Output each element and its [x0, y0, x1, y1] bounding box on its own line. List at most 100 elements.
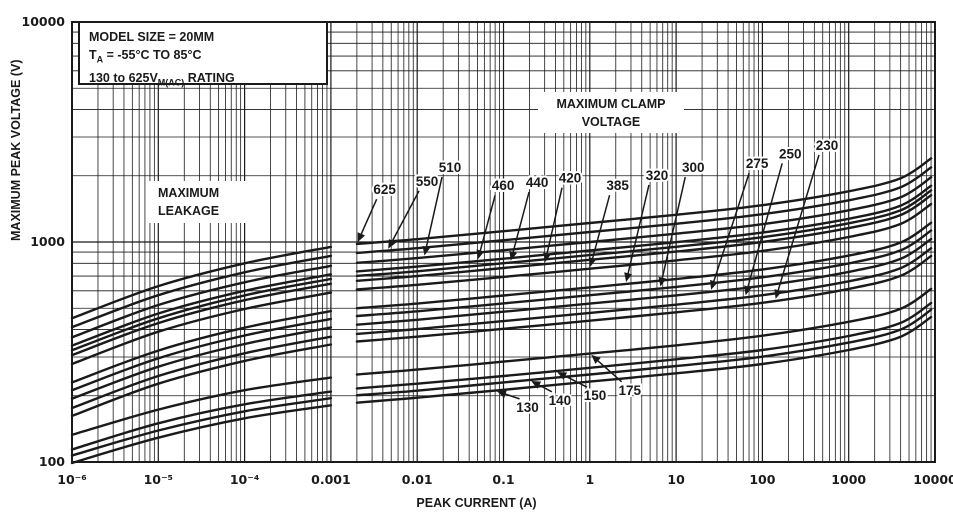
curve-leakage-130: [70, 404, 333, 465]
curve-clamp-440: [355, 189, 933, 278]
y-tick-label: 1000: [30, 234, 65, 249]
y-tick-label: 10000: [22, 14, 66, 29]
curve-leakage-510: [70, 264, 333, 339]
curve-label-460: 460: [492, 178, 515, 193]
info-line-model: MODEL SIZE = 20MM: [89, 30, 215, 44]
curve-leakage-140: [70, 397, 333, 457]
curve-label-230: 230: [816, 138, 839, 153]
curve-label-arrowhead-510: [422, 245, 431, 256]
curve-label-385: 385: [606, 178, 629, 193]
curve-leakage-460: [70, 273, 333, 347]
clamp-region-label: MAXIMUM CLAMP VOLTAGE: [538, 92, 684, 133]
curve-label-510: 510: [439, 160, 462, 175]
curve-label-arrowhead-175: [591, 354, 601, 364]
curve-label-arrowhead-320: [624, 272, 632, 282]
x-tick-label: 10⁻⁵: [144, 472, 173, 487]
curve-label-arrow-550: [390, 190, 420, 244]
curve-clamp-510: [355, 176, 933, 264]
curve-leakage-440: [70, 277, 333, 352]
curve-clamp-385: [355, 202, 933, 291]
curve-leakage-175: [70, 376, 333, 436]
curve-leakage-320: [70, 309, 333, 384]
x-tick-label: 10: [667, 472, 685, 487]
curve-label-arrowhead-550: [388, 239, 396, 249]
curve-label-arrow-440: [511, 191, 530, 256]
tick-labels: 10⁻⁶ 10⁻⁵ 10⁻⁴ 0.001 0.01 0.1 1 10 100 1000 10000 1…: [22, 14, 953, 487]
info-line-rating: 130 to 625VM(AC) RATING: [89, 70, 235, 88]
curve-label-arrow-230: [776, 154, 820, 294]
curve-leakage-230: [70, 343, 333, 418]
curve-label-250: 250: [779, 146, 802, 161]
curve-leakage-150: [70, 390, 333, 451]
x-tick-label: 10⁻⁴: [230, 472, 259, 487]
curve-label-arrow-385: [591, 194, 611, 262]
curve-label-arrow-460: [478, 194, 496, 254]
curve-label-320: 320: [646, 168, 669, 183]
curve-label-arrowhead-275: [710, 279, 718, 290]
curve-leakage-420: [70, 282, 333, 357]
curve-label-arrowhead-300: [658, 276, 667, 287]
curve-label-arrow-320: [626, 184, 650, 277]
curve-label-arrowhead-440: [509, 250, 517, 261]
curve-leakage-275: [70, 326, 333, 400]
curve-label-arrowhead-420: [543, 252, 551, 263]
curve-label-arrowhead-140: [531, 381, 542, 389]
curves: [70, 157, 933, 465]
curve-clamp-140: [355, 308, 933, 397]
x-tick-label: 1000: [831, 472, 866, 487]
curve-label-150: 150: [584, 388, 607, 403]
curve-label-arrowhead-130: [497, 390, 507, 398]
curve-label-arrow-150: [562, 374, 588, 388]
curve-label-arrow-275: [712, 172, 750, 285]
leakage-region-label: MAXIMUM LEAKAGE: [148, 181, 246, 223]
curve-label-130: 130: [516, 400, 539, 415]
curve-clamp-150: [355, 301, 933, 390]
x-tick-label: 0.1: [492, 472, 514, 487]
curve-clamp-460: [355, 184, 933, 273]
x-tick-label: 10⁻⁶: [57, 472, 86, 487]
curve-label-arrowhead-460: [476, 249, 485, 260]
plot-border: [71, 21, 936, 463]
x-tick-label: 100: [749, 472, 775, 487]
curve-label-300: 300: [682, 160, 705, 175]
curve-clamp-175: [355, 287, 933, 376]
curve-label-arrowhead-250: [744, 285, 752, 296]
curve-leakage-250: [70, 335, 333, 410]
curve-leakage-625: [70, 245, 333, 320]
curve-label-arrowhead-385: [588, 257, 597, 267]
x-tick-label: 0.01: [402, 472, 433, 487]
curve-label-140: 140: [549, 393, 572, 408]
x-axis-title: PEAK CURRENT (A): [416, 496, 537, 510]
curve-label-550: 550: [416, 174, 439, 189]
curve-label-arrow-300: [660, 176, 686, 281]
curve-label-arrowhead-230: [774, 289, 782, 299]
info-box: MODEL SIZE = 20MM TA = -55°C TO 85°C 130…: [78, 21, 328, 87]
curve-label-175: 175: [618, 383, 641, 398]
curve-clamp-320: [355, 221, 933, 310]
info-line-temperature: TA = -55°C TO 85°C: [89, 48, 202, 65]
curve-clamp-420: [355, 194, 933, 282]
y-tick-label: 100: [39, 454, 65, 469]
curve-label-275: 275: [746, 156, 769, 171]
curve-clamp-275: [355, 237, 933, 326]
x-tick-label: 0.001: [311, 472, 351, 487]
curve-clamp-230: [355, 254, 933, 343]
curve-label-arrowhead-150: [557, 372, 568, 380]
curve-label-arrowhead-625: [357, 232, 365, 243]
curve-clamp-550: [355, 166, 933, 255]
curve-leakage-550: [70, 254, 333, 329]
curve-label-arrow-175: [595, 358, 623, 383]
curve-clamp-250: [355, 247, 933, 336]
curve-clamp-130: [355, 315, 933, 404]
curve-label-440: 440: [526, 175, 549, 190]
curve-label-625: 625: [373, 182, 396, 197]
x-tick-label: 10000: [913, 472, 953, 487]
x-tick-label: 1: [585, 472, 594, 487]
curve-leakage-300: [70, 317, 333, 392]
curve-label-arrow-625: [359, 198, 378, 237]
curve-label-arrow-510: [425, 176, 443, 250]
curve-leakage-385: [70, 291, 333, 366]
